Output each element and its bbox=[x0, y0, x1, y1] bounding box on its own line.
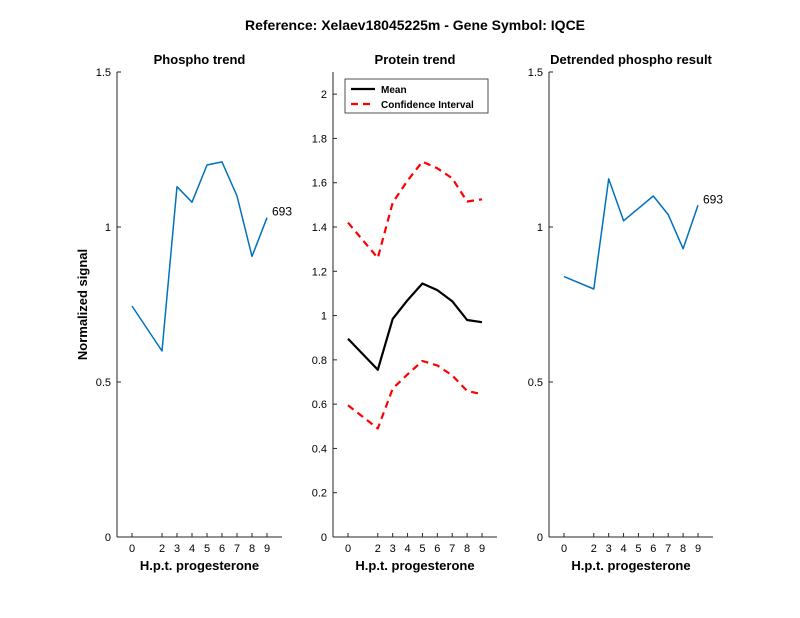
x-tick-label: 9 bbox=[479, 543, 485, 555]
x-axis-label: H.p.t. progesterone bbox=[355, 558, 474, 573]
y-tick-label: 1 bbox=[105, 222, 111, 234]
x-tick-label: 7 bbox=[234, 543, 240, 555]
series-line-0 bbox=[563, 178, 699, 290]
axes-title: Detrended phospho result bbox=[550, 52, 712, 67]
x-tick-label: 0 bbox=[561, 543, 567, 555]
x-tick-label: 0 bbox=[345, 543, 351, 555]
x-tick-label: 2 bbox=[159, 543, 165, 555]
detrended-phospho-axes: 0 0.5 1 1.5 0 2 3 4 5 6 7 8 9 Detrended phospho resul… bbox=[528, 52, 724, 573]
x-tick-label: 4 bbox=[189, 543, 195, 555]
y-tick-label: 0 bbox=[537, 532, 543, 544]
y-tick-label: 1 bbox=[321, 311, 327, 323]
x-axis-label: H.p.t. progesterone bbox=[140, 558, 259, 573]
legend-box bbox=[344, 78, 489, 114]
y-tick-label: 0.2 bbox=[312, 488, 327, 500]
x-tick-label: 5 bbox=[635, 543, 641, 555]
x-tick-label: 8 bbox=[464, 543, 470, 555]
y-tick-label: 0 bbox=[105, 532, 111, 544]
y-tick-label: 1.8 bbox=[312, 133, 327, 145]
x-tick-label: 5 bbox=[204, 543, 210, 555]
point-annotation: 693 bbox=[703, 192, 723, 206]
y-tick-label: 0.4 bbox=[312, 443, 327, 455]
series-line-1 bbox=[347, 160, 483, 260]
x-tick-label: 6 bbox=[219, 543, 225, 555]
y-tick-label: 0.5 bbox=[96, 377, 111, 389]
y-tick-label: 1.6 bbox=[312, 178, 327, 190]
axes-title: Protein trend bbox=[375, 52, 456, 67]
x-tick-label: 3 bbox=[174, 543, 180, 555]
x-tick-label: 6 bbox=[434, 543, 440, 555]
x-tick-label: 7 bbox=[665, 543, 671, 555]
y-tick-label: 0.8 bbox=[312, 355, 327, 367]
figure-title: Reference: Xelaev18045225m - Gene Symbol… bbox=[245, 17, 585, 33]
series-line-0 bbox=[347, 282, 483, 371]
x-tick-label: 3 bbox=[390, 543, 396, 555]
y-tick-label: 1.5 bbox=[96, 67, 111, 79]
x-tick-label: 8 bbox=[249, 543, 255, 555]
x-axis-label: H.p.t. progesterone bbox=[571, 558, 690, 573]
y-tick-label: 1.2 bbox=[312, 266, 327, 278]
point-annotation: 693 bbox=[272, 205, 292, 219]
legend-entry: Confidence Interval bbox=[381, 100, 474, 111]
y-axis-label: Normalized signal bbox=[75, 249, 90, 360]
x-tick-label: 4 bbox=[404, 543, 410, 555]
x-tick-label: 9 bbox=[695, 543, 701, 555]
series-line-0 bbox=[131, 161, 268, 352]
x-tick-label: 2 bbox=[591, 543, 597, 555]
x-tick-label: 2 bbox=[375, 543, 381, 555]
x-tick-label: 0 bbox=[129, 543, 135, 555]
series-line-2 bbox=[347, 359, 483, 430]
x-tick-label: 4 bbox=[620, 543, 626, 555]
x-tick-label: 5 bbox=[419, 543, 425, 555]
legend: Mean Confidence Interval bbox=[344, 78, 489, 114]
y-tick-label: 1.4 bbox=[312, 222, 327, 234]
y-tick-label: 0 bbox=[321, 532, 327, 544]
x-tick-label: 9 bbox=[264, 543, 270, 555]
x-tick-label: 6 bbox=[650, 543, 656, 555]
protein-trend-axes: 00.20.40.60.811.21.41.61.820 2 3 4 5 6 7 8 9Prot… bbox=[312, 52, 497, 573]
x-tick-label: 8 bbox=[680, 543, 686, 555]
x-tick-label: 7 bbox=[449, 543, 455, 555]
y-tick-label: 2 bbox=[321, 89, 327, 101]
axes-title: Phospho trend bbox=[154, 52, 246, 67]
y-tick-label: 0.5 bbox=[528, 377, 543, 389]
y-tick-label: 1 bbox=[537, 222, 543, 234]
y-tick-label: 1.5 bbox=[528, 67, 543, 79]
phospho-trend-axes: 0 0.5 1 1.5 0 2 3 4 5 6 7 8 9 Phospho trend H.p.t. pro… bbox=[75, 52, 292, 573]
y-tick-label: 0.6 bbox=[312, 399, 327, 411]
legend-entry: Mean bbox=[381, 85, 407, 96]
x-tick-label: 3 bbox=[606, 543, 612, 555]
